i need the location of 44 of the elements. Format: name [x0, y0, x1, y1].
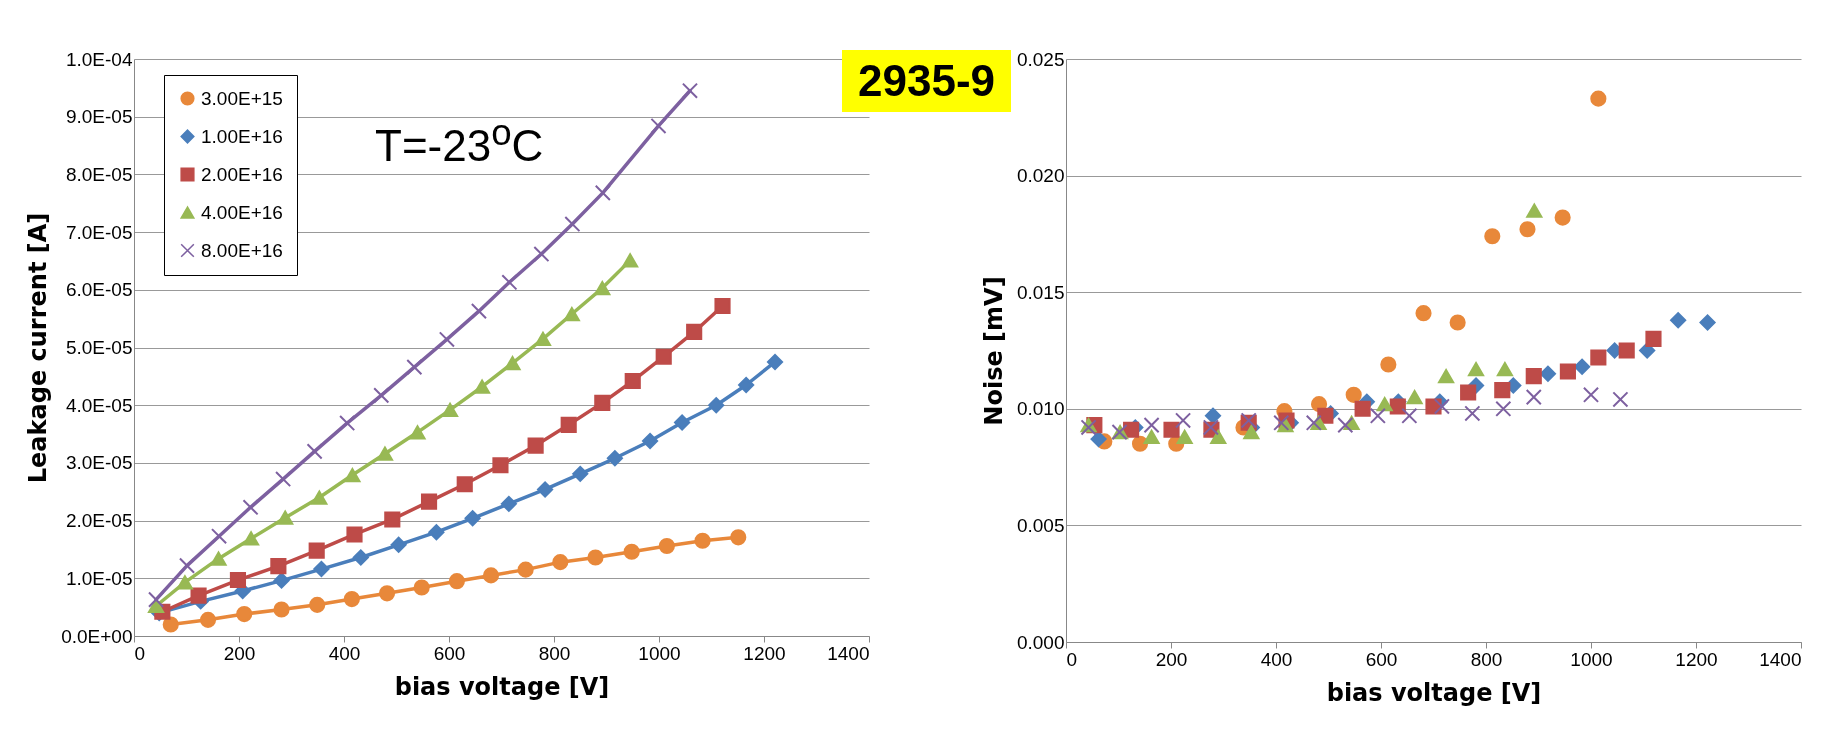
y-tick-label: 9.0E-05	[65, 106, 133, 128]
x-tick-label: 0	[1066, 648, 1078, 670]
y-tick-label: 0.010	[1016, 398, 1065, 420]
x-tick-label: 1400	[827, 642, 870, 664]
annotation: T=-23$^{o}$C	[375, 112, 544, 171]
y-axis-title: Noise [mV]	[979, 276, 1008, 426]
x-tick-label: 600	[1365, 648, 1398, 670]
legend-label: 1.00E+16	[201, 125, 283, 147]
legend-label: 3.00E+15	[201, 87, 283, 109]
x-tick-label: 1200	[1675, 648, 1718, 670]
y-tick-label: 0.005	[1016, 514, 1065, 536]
x-axis-title: bias voltage [V]	[394, 672, 610, 701]
y-tick-label: 0.000	[1016, 631, 1065, 653]
legend-label: 8.00E+16	[201, 239, 283, 261]
legend-label: 4.00E+16	[201, 201, 283, 223]
x-tick-label: 200	[223, 642, 256, 664]
annotation: 2935-9	[842, 50, 1012, 112]
y-tick-label: 0.025	[1016, 48, 1065, 70]
x-tick-label: 400	[328, 642, 361, 664]
x-tick-label: 200	[1155, 648, 1188, 670]
y-tick-label: 5.0E-05	[65, 337, 133, 358]
x-tick-label: 1400	[1759, 648, 1802, 670]
y-axis-title: Leakage current [A]	[24, 212, 53, 484]
y-tick-label: 6.0E-05	[65, 279, 133, 301]
y-tick-label: 0.015	[1016, 281, 1065, 303]
x-tick-label: 0	[134, 642, 146, 664]
x-tick-label: 800	[1470, 648, 1503, 670]
y-tick-label: 0.0E+00	[61, 625, 133, 647]
x-tick-label: 1000	[638, 642, 681, 664]
y-tick-label: 3.0E-05	[65, 452, 133, 474]
x-tick-label: 800	[538, 642, 571, 664]
x-axis-title: bias voltage [V]	[1326, 678, 1542, 707]
y-tick-label: 7.0E-05	[65, 221, 133, 243]
y-tick-label: 1.0E-04	[65, 48, 133, 70]
y-tick-label: 4.0E-05	[65, 394, 133, 416]
y-tick-label: 0.020	[1016, 165, 1065, 187]
y-tick-label: 1.0E-05	[65, 567, 133, 589]
y-tick-label: 8.0E-05	[65, 163, 133, 185]
x-tick-label: 1200	[743, 642, 786, 664]
x-tick-label: 600	[433, 642, 466, 664]
y-tick-label: 2.0E-05	[65, 510, 133, 532]
x-tick-label: 400	[1260, 648, 1293, 670]
legend-label: 2.00E+16	[201, 163, 283, 185]
x-tick-label: 1000	[1570, 648, 1613, 670]
